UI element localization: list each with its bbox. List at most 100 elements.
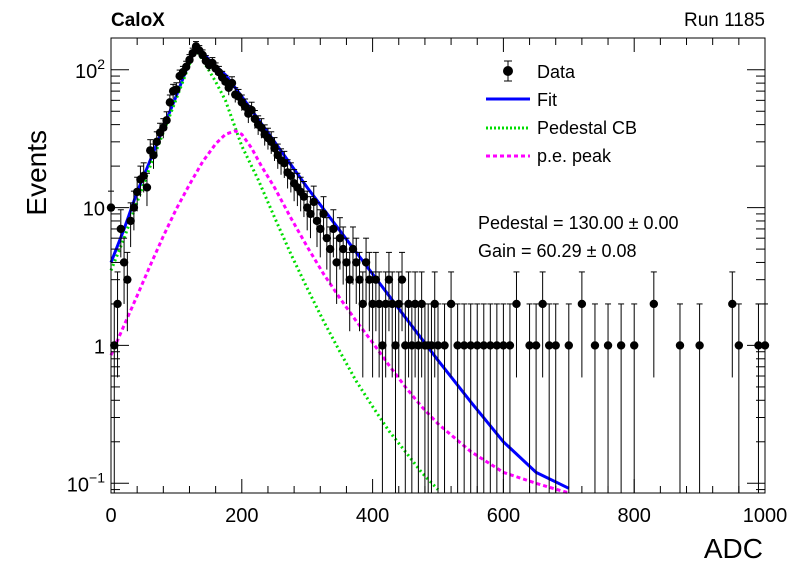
data-point [525,341,534,350]
x-tick-label: 400 [356,505,389,527]
x-tick-label: 800 [618,505,651,527]
data-point [551,341,560,350]
axes-layer: 0 200 400 600 800 1000 10−1 1 10 102 [67,38,787,527]
data-point [544,341,554,350]
series-pedestal-cb-curve [109,48,440,491]
data-point [338,244,348,254]
data-point [410,299,420,309]
data-point [374,299,384,309]
data-point [675,341,685,350]
data-point [132,187,142,197]
data-point [381,299,390,309]
data-point [446,299,456,309]
data-point [188,48,197,58]
y-tick-label: 10 [83,199,105,221]
data-point [466,341,475,350]
x-tick-label: 200 [225,505,258,527]
data-point [303,203,312,212]
data-point [162,116,171,125]
data-point [404,299,413,309]
data-point [734,341,744,350]
data-point [479,341,488,350]
data-point [368,299,377,309]
x-axis-title: ADC [704,533,763,564]
data-point [505,341,515,350]
data-point [348,244,358,254]
data-point [335,233,345,243]
data-point [433,341,443,350]
data-point [407,341,417,350]
data-point [126,216,135,226]
pedestal-annotation: Pedestal = 130.00 ± 0.00 [478,213,679,233]
data-point [649,299,659,309]
data-point [388,299,397,309]
data-point [172,85,181,94]
data-point [345,275,354,284]
data-point [227,78,237,88]
legend-label-pedestal: Pedestal CB [537,118,637,138]
data-point [116,224,126,234]
data-point [453,341,462,350]
data-point [616,341,626,350]
data-point [358,299,367,309]
data-point [492,341,502,350]
data-point [322,233,332,243]
data-point [531,341,541,350]
data-point [371,275,381,284]
data-point [316,224,325,234]
data-point [564,341,573,350]
data-point [391,341,400,350]
data-point [459,341,469,350]
series-p-e-peak-curve [109,129,570,495]
data-point [312,216,322,226]
y-axis-title: Events [21,130,52,216]
data-point [123,275,132,284]
data-point [152,137,161,147]
y-tick-label: 1 [94,336,105,358]
data-point [142,183,152,192]
data-point [361,258,371,267]
brand-label: CaloX [111,10,165,31]
data-point [695,341,704,350]
data-point [728,299,737,309]
data-point [319,209,328,219]
plot-frame [110,37,766,494]
data-point [325,244,335,254]
data-point [401,341,410,350]
data-point [538,299,547,309]
data-point [355,275,364,284]
data-point [414,341,423,350]
data-point [352,258,361,267]
data-point [384,275,394,284]
data-point [185,55,194,65]
data-point [365,275,374,284]
data-point [486,341,495,350]
y-tick-label: 10−1 [67,469,105,496]
data-point [342,258,351,267]
data-point [221,77,230,86]
data-point [473,341,482,350]
data-point [165,98,175,107]
x-tick-label: 600 [487,505,520,527]
data-point [378,341,387,350]
data-point [257,123,266,132]
data-point [309,197,318,207]
gain-annotation: Gain = 60.29 ± 0.08 [478,241,637,261]
data-point [306,209,315,219]
x-tick-label: 1000 [743,505,788,527]
data-point [270,143,279,153]
data-point [182,62,191,72]
data-point [630,341,639,350]
y-tick-label: 102 [75,56,105,83]
data-point [397,275,407,284]
data-point [394,299,403,309]
data-point [247,105,256,115]
data-point [149,150,158,160]
data-point [603,341,613,350]
data-point [159,123,168,132]
data-point [499,341,508,350]
data-point [577,299,587,309]
legend-data-marker [503,60,513,82]
data-point [329,224,338,234]
